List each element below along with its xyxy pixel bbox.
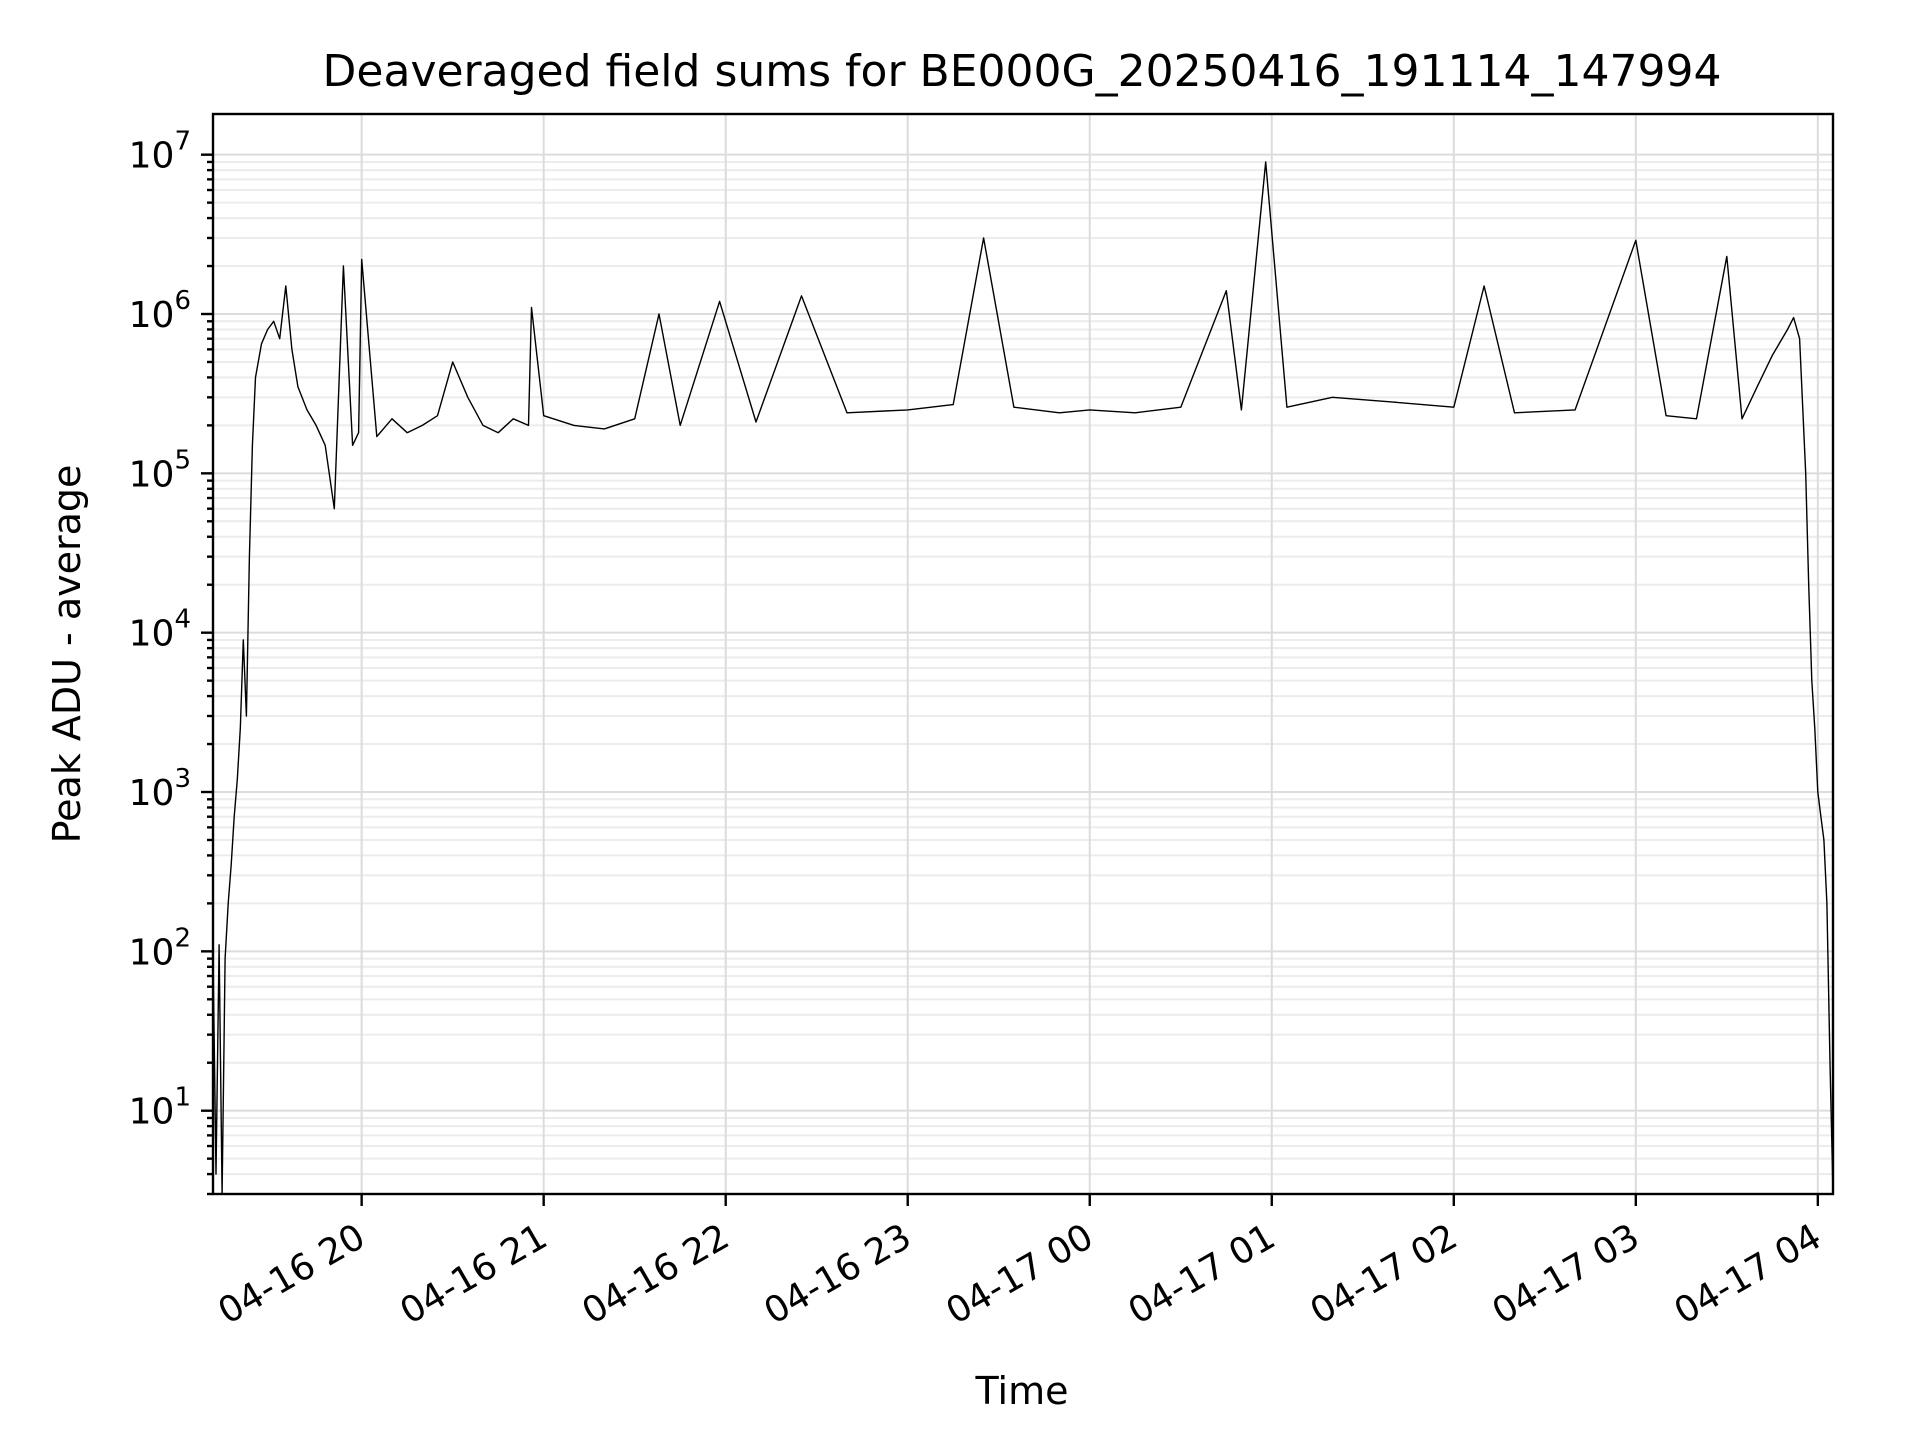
x-tick-label: 04-16 23: [758, 1216, 919, 1332]
x-axis: 04-16 20 04-16 21 04-16 22 04-16 23 04-17 00…: [211, 1194, 1828, 1333]
y-tick-base: 10: [129, 932, 175, 973]
x-tick-label: 04-17 00: [940, 1216, 1101, 1332]
series-layer: [212, 161, 1834, 1195]
y-tick-label: 102: [129, 923, 191, 973]
y-tick-label: 101: [129, 1083, 191, 1133]
x-tick-label: 04-16 20: [211, 1216, 372, 1332]
x-tick-label: 04-17 03: [1486, 1216, 1647, 1332]
y-tick-label: 104: [129, 605, 191, 655]
y-tick-exponent: 4: [174, 605, 191, 635]
plot-frame: [211, 112, 1835, 1196]
x-axis-label: Time: [975, 1369, 1069, 1413]
y-tick-base: 10: [129, 773, 175, 814]
y-tick-base: 10: [129, 454, 175, 495]
y-tick-base: 10: [129, 1092, 175, 1133]
x-tick-label: 04-16 22: [576, 1216, 737, 1332]
y-tick-label: 107: [129, 127, 191, 177]
y-tick-label: 106: [129, 286, 191, 336]
y-tick-exponent: 3: [174, 764, 191, 794]
y-tick-base: 10: [129, 136, 175, 177]
y-axis-label: Peak ADU - average: [45, 465, 89, 844]
y-tick-base: 10: [129, 295, 175, 336]
y-tick-label: 103: [129, 764, 191, 814]
series-line: [212, 161, 1834, 1195]
x-tick-label: 04-17 01: [1122, 1216, 1283, 1332]
y-tick-exponent: 6: [174, 286, 191, 316]
chart-title: Deaveraged field sums for BE000G_2025041…: [323, 46, 1722, 97]
y-tick-exponent: 2: [174, 923, 191, 953]
x-tick-label: 04-17 04: [1668, 1216, 1829, 1332]
x-tick-label: 04-17 02: [1304, 1216, 1465, 1332]
y-tick-exponent: 5: [174, 445, 191, 475]
y-tick-label: 105: [129, 445, 191, 495]
y-tick-base: 10: [129, 614, 175, 655]
x-tick-label: 04-16 21: [393, 1216, 554, 1332]
y-tick-exponent: 1: [174, 1083, 191, 1113]
y-tick-exponent: 7: [174, 127, 191, 157]
grid-lines: [213, 114, 1833, 1195]
